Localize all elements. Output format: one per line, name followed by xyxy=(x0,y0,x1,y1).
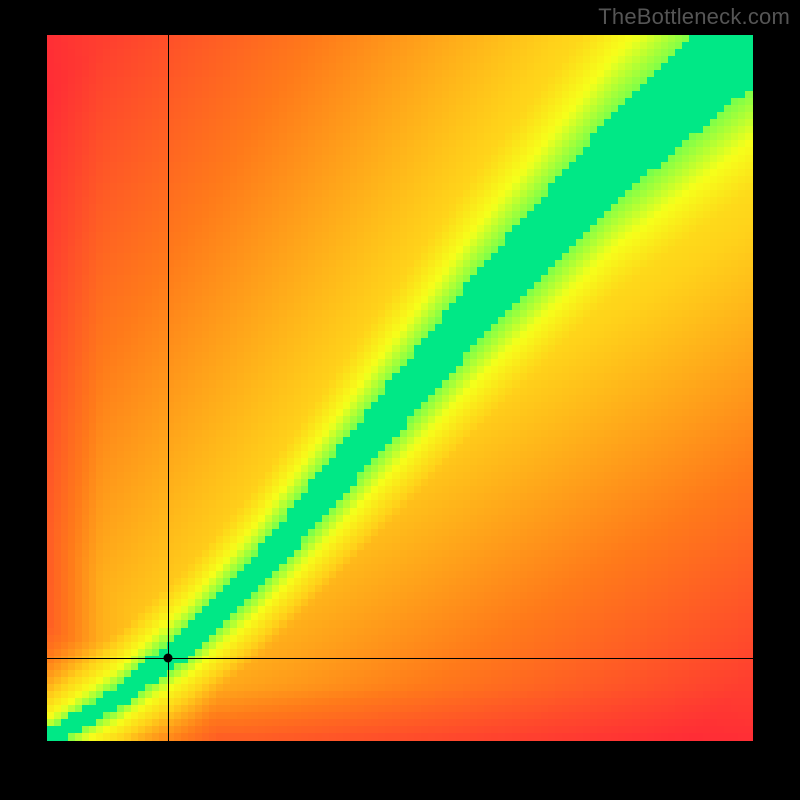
plot-area xyxy=(47,35,753,741)
crosshair-horizontal xyxy=(47,658,753,659)
crosshair-vertical xyxy=(168,35,169,741)
watermark-text: TheBottleneck.com xyxy=(598,4,790,30)
heatmap-canvas xyxy=(47,35,753,741)
marker-dot xyxy=(164,653,173,662)
chart-container: TheBottleneck.com xyxy=(0,0,800,800)
